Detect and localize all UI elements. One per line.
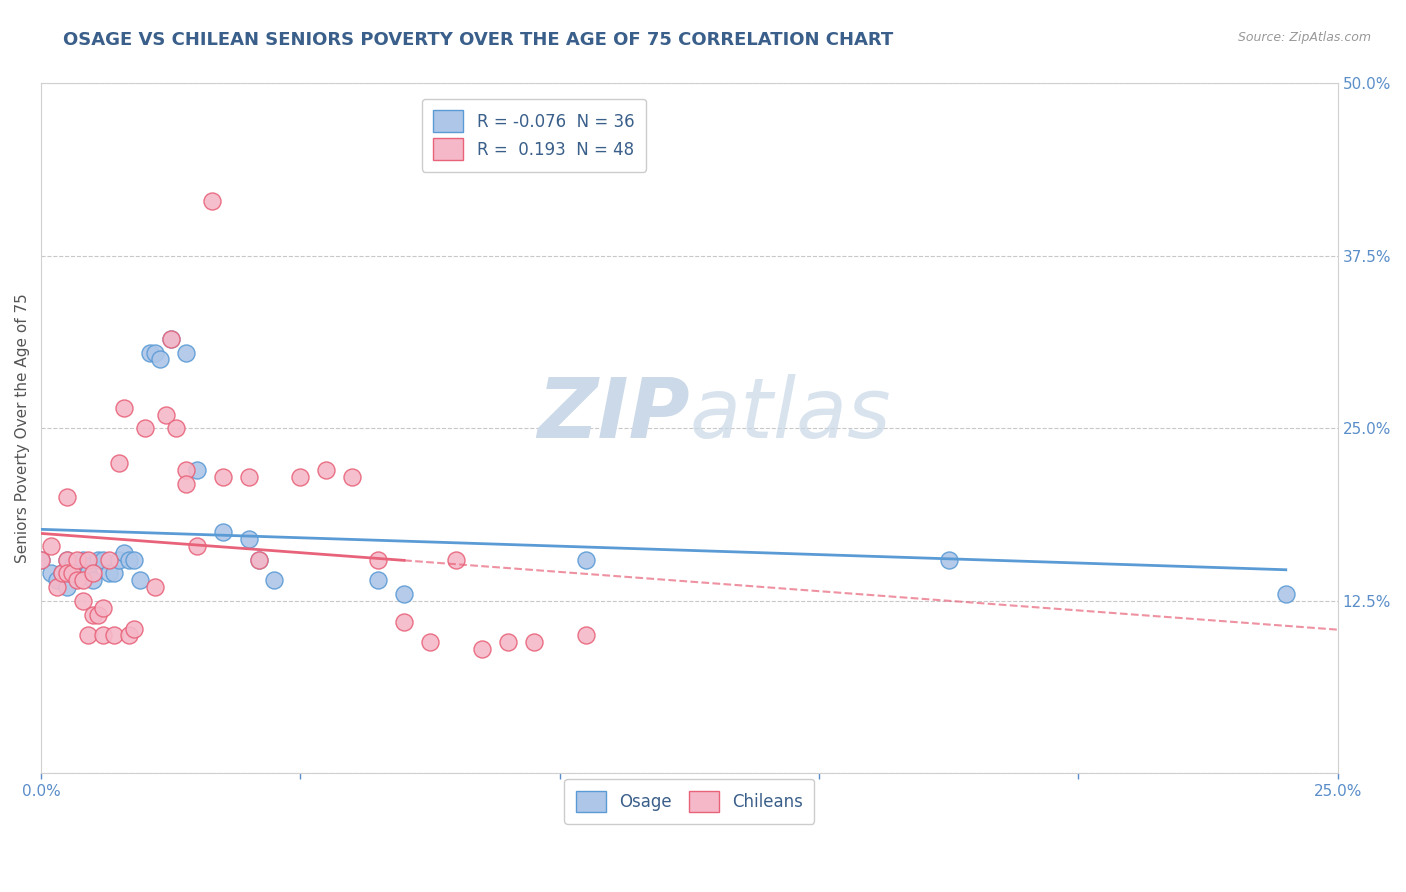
Point: [76, 559, 98, 574]
Point: [30, 552, 52, 566]
Point: [201, 194, 224, 208]
Point: [124, 552, 146, 566]
Point: [97, 552, 120, 566]
Point: [176, 463, 198, 477]
Point: [496, 635, 519, 649]
Point: [66, 566, 89, 581]
Point: [93, 600, 115, 615]
Point: [56, 580, 79, 594]
Point: [87, 552, 110, 566]
Point: [41, 566, 63, 581]
Point: [51, 566, 73, 581]
Point: [97, 566, 120, 581]
Legend: Osage, Chileans: Osage, Chileans: [564, 779, 814, 823]
Point: [103, 628, 125, 642]
Point: [290, 469, 312, 483]
Point: [72, 573, 94, 587]
Point: [186, 539, 208, 553]
Point: [392, 587, 415, 601]
Point: [60, 566, 83, 581]
Point: [523, 635, 546, 649]
Point: [938, 552, 960, 566]
Point: [118, 628, 141, 642]
Point: [247, 552, 270, 566]
Point: [108, 456, 131, 470]
Point: [128, 573, 150, 587]
Point: [45, 580, 67, 594]
Point: [60, 559, 83, 574]
Point: [76, 566, 98, 581]
Point: [315, 463, 337, 477]
Point: [66, 573, 89, 587]
Point: [238, 469, 260, 483]
Point: [159, 332, 181, 346]
Point: [112, 401, 135, 415]
Point: [56, 491, 79, 505]
Point: [419, 635, 441, 649]
Point: [139, 345, 162, 359]
Point: [263, 573, 285, 587]
Text: ZIP: ZIP: [537, 374, 689, 455]
Point: [93, 628, 115, 642]
Point: [82, 607, 104, 622]
Point: [575, 628, 598, 642]
Point: [211, 524, 233, 539]
Point: [124, 622, 146, 636]
Point: [149, 352, 172, 367]
Point: [176, 476, 198, 491]
Text: Source: ZipAtlas.com: Source: ZipAtlas.com: [1237, 31, 1371, 45]
Point: [112, 546, 135, 560]
Point: [118, 552, 141, 566]
Point: [575, 552, 598, 566]
Point: [211, 469, 233, 483]
Point: [159, 332, 181, 346]
Point: [367, 573, 389, 587]
Point: [56, 552, 79, 566]
Point: [72, 552, 94, 566]
Text: atlas: atlas: [689, 374, 891, 455]
Point: [56, 552, 79, 566]
Point: [93, 552, 115, 566]
Point: [108, 552, 131, 566]
Point: [103, 566, 125, 581]
Point: [56, 566, 79, 581]
Point: [76, 628, 98, 642]
Point: [76, 552, 98, 566]
Point: [51, 566, 73, 581]
Point: [471, 642, 494, 657]
Point: [1274, 587, 1296, 601]
Point: [392, 615, 415, 629]
Point: [165, 421, 187, 435]
Point: [87, 607, 110, 622]
Point: [143, 345, 166, 359]
Point: [143, 580, 166, 594]
Point: [30, 552, 52, 566]
Point: [176, 345, 198, 359]
Point: [82, 566, 104, 581]
Point: [186, 463, 208, 477]
Point: [238, 532, 260, 546]
Point: [82, 573, 104, 587]
Point: [72, 594, 94, 608]
Point: [155, 408, 177, 422]
Y-axis label: Seniors Poverty Over the Age of 75: Seniors Poverty Over the Age of 75: [15, 293, 30, 564]
Point: [247, 552, 270, 566]
Text: OSAGE VS CHILEAN SENIORS POVERTY OVER THE AGE OF 75 CORRELATION CHART: OSAGE VS CHILEAN SENIORS POVERTY OVER TH…: [63, 31, 894, 49]
Point: [45, 573, 67, 587]
Point: [41, 539, 63, 553]
Point: [444, 552, 467, 566]
Point: [134, 421, 156, 435]
Point: [66, 552, 89, 566]
Point: [367, 552, 389, 566]
Point: [342, 469, 364, 483]
